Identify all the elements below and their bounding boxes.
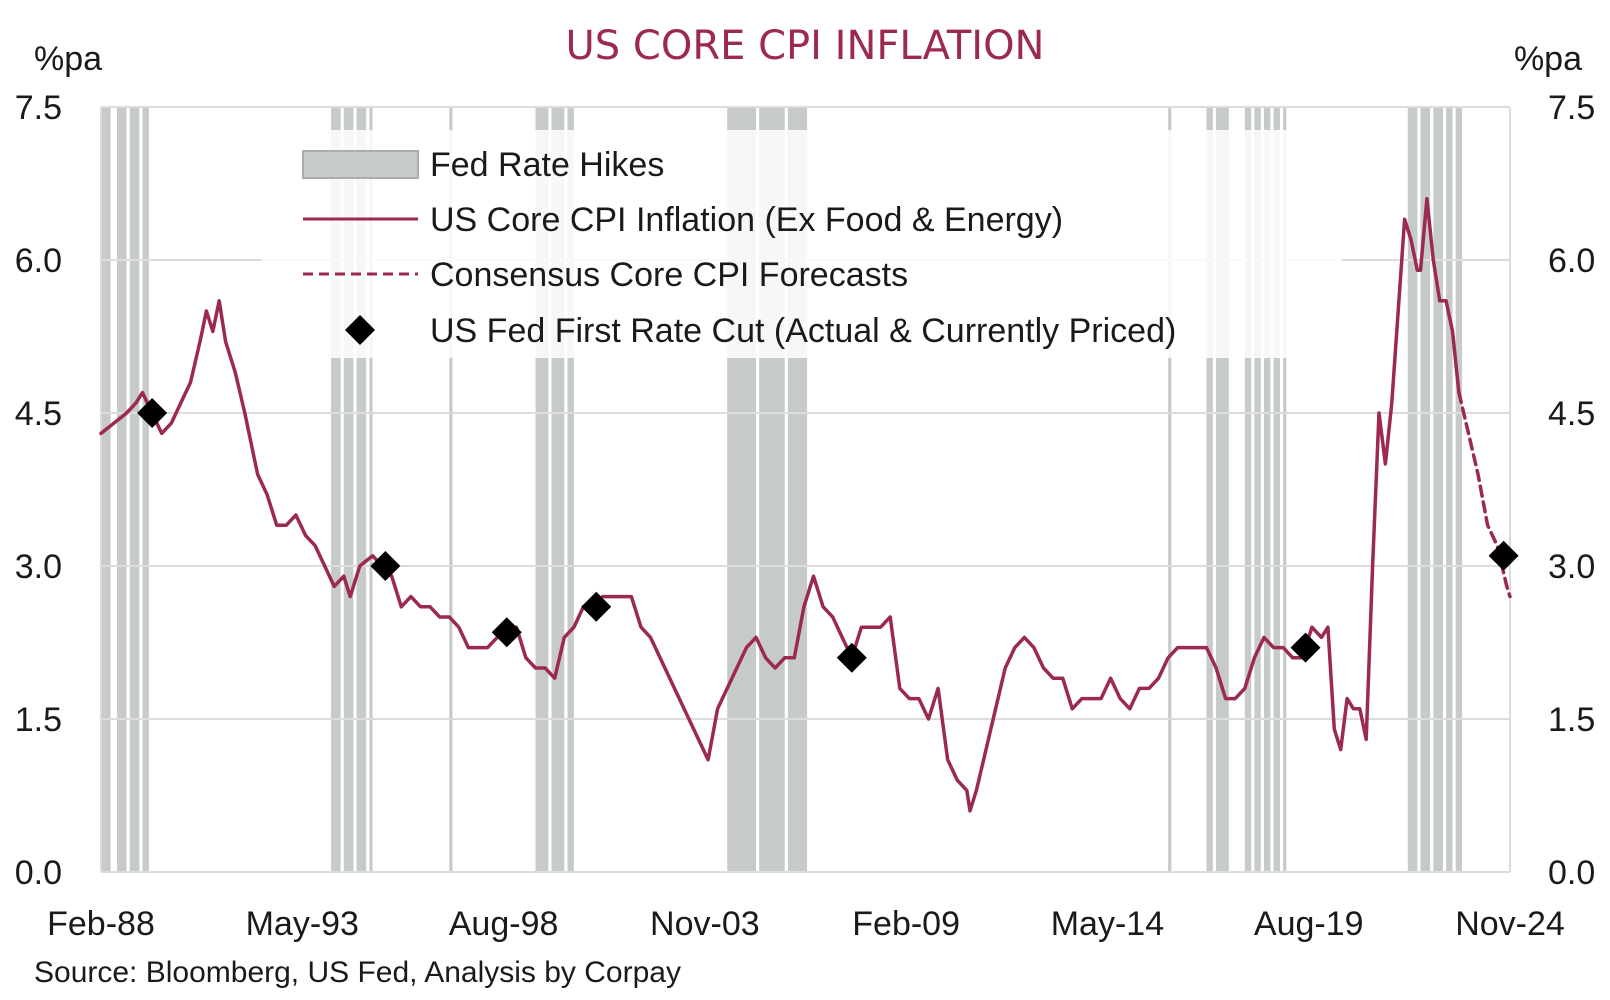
rate-cut-marker: [1488, 540, 1519, 571]
hike-band-8: [449, 107, 453, 872]
rate-cut-marker: [491, 617, 522, 648]
source-note: Source: Bloomberg, US Fed, Analysis by C…: [34, 956, 681, 989]
legend-label-core-cpi: US Core CPI Inflation (Ex Food & Energy): [430, 201, 1063, 239]
y-tick-left: 4.5: [15, 395, 62, 433]
y-tick-left: 0.0: [15, 854, 62, 892]
x-tick: Aug-19: [1254, 905, 1364, 943]
y-tick-left: 1.5: [15, 701, 62, 739]
legend-label-rate-cut: US Fed First Rate Cut (Actual & Currentl…: [430, 312, 1176, 350]
hike-band-15: [1168, 107, 1172, 872]
x-tick: May-14: [1051, 905, 1164, 943]
legend-background: [262, 130, 1342, 358]
hike-band-23: [1407, 107, 1418, 872]
series-lines: [99, 197, 1512, 813]
rate-cut-marker: [137, 398, 168, 428]
hike-band-11: [567, 107, 574, 872]
hike-band-25: [1433, 107, 1443, 872]
rate-cut-marker: [836, 642, 867, 673]
y-axis-label-right: %pa: [1514, 40, 1582, 78]
legend: Fed Rate Hikes US Core CPI Inflation (Ex…: [302, 146, 1176, 350]
hike-band-26: [1446, 107, 1453, 872]
y-tick-right: 4.5: [1548, 395, 1595, 433]
legend-label-forecast: Consensus Core CPI Forecasts: [430, 256, 908, 294]
y-axis-right: 0.0 1.5 3.0 4.5 6.0 7.5: [1548, 89, 1595, 892]
hike-band-0: [101, 107, 111, 872]
core-cpi-series-line: [99, 197, 1461, 813]
hike-band-22: [1283, 107, 1287, 872]
y-tick-left: 3.0: [15, 548, 62, 586]
hike-band-27: [1455, 107, 1463, 872]
hike-band-5: [343, 107, 354, 872]
chart-title: US CORE CPI INFLATION: [566, 23, 1045, 69]
hike-band-24: [1420, 107, 1431, 872]
rate-cut-marker: [581, 591, 612, 622]
legend-swatch-rate-cut: [345, 315, 375, 345]
hike-band-2: [129, 107, 140, 872]
x-tick: Feb-88: [47, 905, 155, 943]
hike-band-21: [1273, 107, 1280, 872]
hike-band-3: [142, 107, 149, 872]
hike-band-20: [1263, 107, 1271, 872]
x-tick: Nov-24: [1455, 905, 1565, 943]
hike-band-7: [369, 107, 373, 872]
hike-band-19: [1254, 107, 1261, 872]
rate-cut-marker: [370, 551, 401, 581]
hike-band-16: [1206, 107, 1213, 872]
y-axis-label-left: %pa: [34, 40, 102, 78]
hike-band-4: [331, 107, 341, 872]
x-tick: Aug-98: [449, 905, 559, 943]
y-axis-left: 0.0 1.5 3.0 4.5 6.0 7.5: [15, 89, 62, 892]
hike-band-18: [1244, 107, 1252, 872]
first-rate-cut-markers: [137, 398, 1519, 673]
legend-label-hikes: Fed Rate Hikes: [430, 146, 664, 184]
legend-swatch-hikes: [302, 150, 419, 179]
y-tick-left: 7.5: [15, 89, 62, 127]
rate-cut-marker: [1290, 632, 1321, 663]
y-tick-right: 6.0: [1548, 242, 1595, 280]
y-tick-left: 6.0: [15, 242, 62, 280]
y-tick-right: 3.0: [1548, 548, 1595, 586]
x-axis: Feb-88 May-93 Aug-98 Nov-03 Feb-09 May-14 Aug-…: [47, 905, 1565, 943]
forecast-series-line: [1457, 390, 1512, 599]
y-tick-right: 1.5: [1548, 701, 1595, 739]
x-tick: May-93: [246, 905, 359, 943]
x-tick: Feb-09: [852, 905, 960, 943]
y-tick-right: 0.0: [1548, 854, 1595, 892]
hike-band-1: [116, 107, 127, 872]
x-tick: Nov-03: [650, 905, 760, 943]
y-tick-right: 7.5: [1548, 89, 1595, 127]
hike-band-6: [356, 107, 367, 872]
